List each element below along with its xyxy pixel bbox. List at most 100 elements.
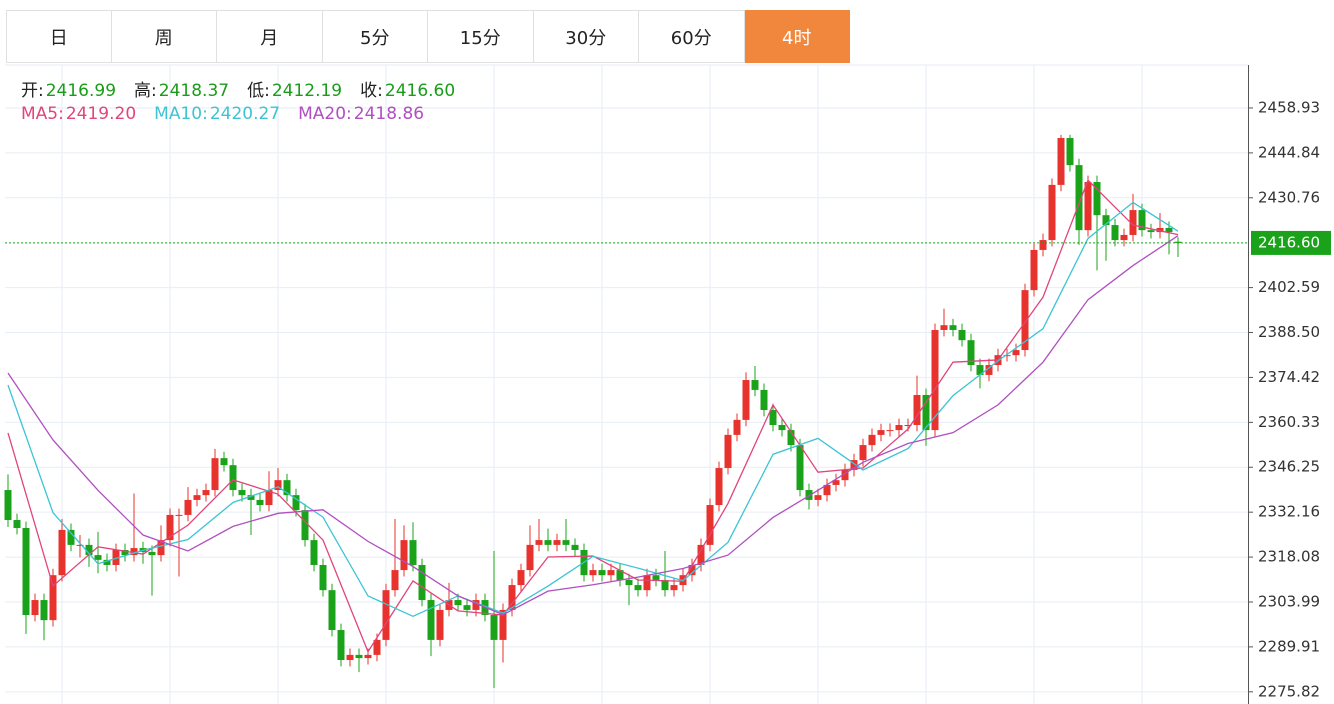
candle-body (634, 585, 642, 591)
candle-body (535, 540, 543, 545)
last-price-box (1251, 230, 1331, 255)
candle-body (337, 630, 345, 660)
candle-body (454, 600, 462, 606)
candle-body (715, 468, 723, 506)
candle-body (1138, 210, 1146, 231)
candle-body (265, 490, 273, 506)
y-tick-label: 2444.84 (1258, 143, 1320, 161)
candle-body (166, 514, 174, 541)
candle-body (499, 609, 507, 640)
candle-body (49, 575, 57, 621)
candle-body (778, 424, 786, 431)
candle-body (742, 380, 750, 420)
candle-body (886, 430, 894, 432)
candle-body (1030, 249, 1038, 291)
candle-body (427, 600, 435, 640)
candle-body (526, 544, 534, 571)
candle-body (1048, 184, 1056, 241)
candle-body (229, 465, 237, 491)
ma-name: MA20: (298, 104, 352, 124)
candle-body (1003, 355, 1011, 357)
candle-body (13, 520, 21, 528)
candle-body (751, 380, 759, 390)
candle-body (769, 410, 777, 425)
candle-body (463, 605, 471, 610)
quote-label: 开: (21, 81, 44, 101)
candle-body (22, 527, 30, 616)
candle-body (688, 564, 696, 576)
candle-body (508, 585, 516, 610)
quote-panel: 开: 2416.99 高: 2418.37 低: 2412.19 收: 2416.60 (21, 76, 473, 101)
candle-body (868, 434, 876, 446)
y-tick-label: 2332.16 (1258, 503, 1320, 521)
candle-body (274, 480, 282, 491)
period-tab[interactable]: 15分 (428, 10, 534, 63)
candle-body (256, 499, 264, 506)
candle-body (220, 458, 228, 466)
candle-body (553, 540, 561, 545)
ma-value: 2418.86 (353, 104, 425, 124)
candle-body (409, 540, 417, 565)
candle-body (607, 570, 615, 576)
y-tick-label: 2289.91 (1258, 637, 1320, 655)
candle-body (1165, 227, 1173, 233)
y-tick-label: 2318.08 (1258, 548, 1320, 566)
ma-legend: MA5: 2419.20 MA10: 2420.27 MA20: 2418.86 (21, 104, 442, 124)
quote-value: 2418.37 (158, 81, 230, 101)
candle-body (958, 329, 966, 341)
candle-body (1057, 138, 1065, 185)
ma-value: 2419.20 (65, 104, 137, 124)
period-tab[interactable]: 30分 (533, 10, 639, 63)
candle-body (121, 549, 129, 556)
candle-body (1147, 230, 1155, 233)
candle-body (832, 480, 840, 485)
candle-body (58, 529, 66, 576)
candle-body (940, 325, 948, 330)
candle-body (1174, 241, 1182, 243)
candle-body (913, 395, 921, 425)
period-tab[interactable]: 60分 (639, 10, 745, 63)
candle-body (625, 579, 633, 586)
candle-body (904, 424, 912, 426)
candle-body (733, 419, 741, 435)
period-tab[interactable]: 周 (111, 10, 217, 63)
candle-body (175, 514, 183, 516)
candle-body (148, 551, 156, 556)
candle-body (436, 609, 444, 640)
y-tick-label: 2275.82 (1258, 682, 1320, 700)
candle-body (967, 340, 975, 366)
period-tab[interactable]: 月 (217, 10, 323, 63)
candle-body (1120, 234, 1128, 241)
candle-body (1021, 290, 1029, 351)
candle-body (1102, 215, 1110, 226)
period-tab[interactable]: 5分 (322, 10, 428, 63)
candle-body (4, 490, 12, 521)
candle-body (562, 540, 570, 545)
candle-body (841, 469, 849, 481)
candle-body (85, 544, 93, 556)
candle-body (589, 570, 597, 576)
candle-body (616, 570, 624, 580)
candle-body (40, 600, 48, 621)
candle-body (418, 564, 426, 601)
period-tab[interactable]: 日 (6, 10, 112, 63)
candle-body (400, 540, 408, 571)
candle-body (382, 590, 390, 640)
candle-body (877, 430, 885, 435)
y-tick-label: 2374.42 (1258, 368, 1320, 386)
candle-body (850, 460, 858, 470)
candle-body (112, 549, 120, 565)
candle-body (67, 529, 75, 545)
quote-value: 2416.99 (45, 81, 117, 101)
y-tick-label: 2402.59 (1258, 278, 1320, 296)
candle-body (985, 365, 993, 375)
candle-body (652, 575, 660, 580)
candle-body (184, 499, 192, 515)
y-tick-label: 2360.33 (1258, 413, 1320, 431)
candle-body (517, 570, 525, 586)
candle-body (859, 445, 867, 461)
candle-body (391, 570, 399, 591)
period-tab[interactable]: 4时 (744, 10, 850, 63)
candle-body (1066, 138, 1074, 166)
